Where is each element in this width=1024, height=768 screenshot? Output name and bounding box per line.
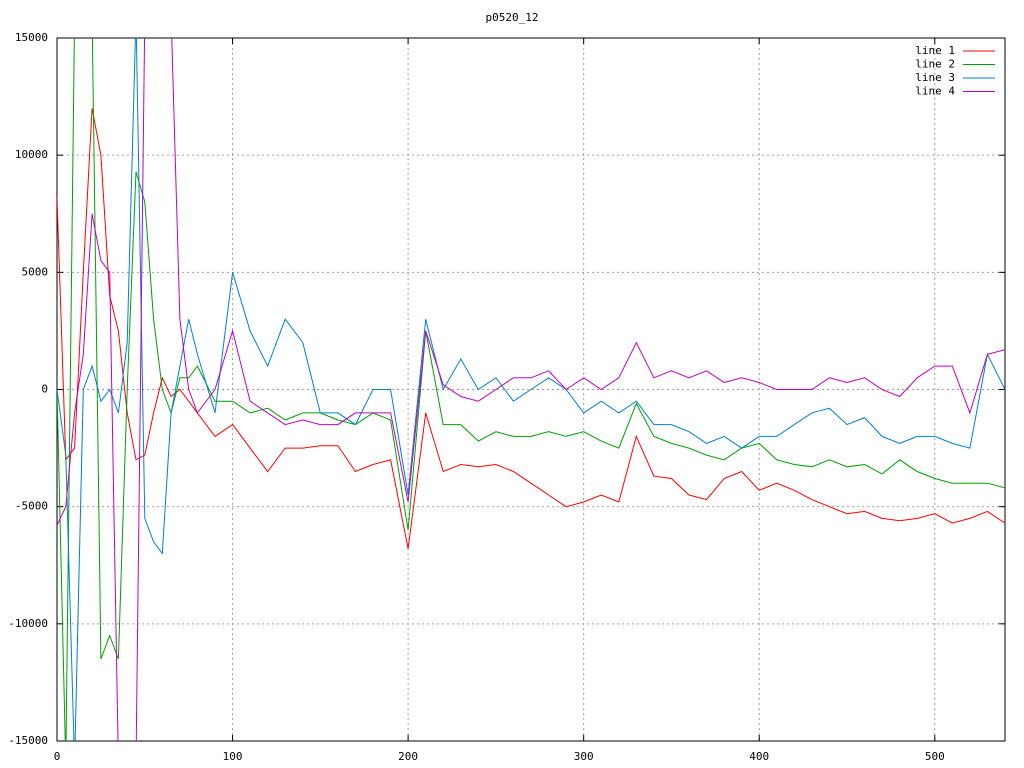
series-line [57,38,1005,741]
chart-title: p0520_12 [486,11,539,24]
legend-label: line 2 [915,58,955,71]
series-line [57,38,1005,741]
legend-label: line 1 [915,44,955,57]
x-tick-label: 0 [54,750,61,763]
x-tick-label: 400 [749,750,769,763]
y-tick-label: 10000 [15,148,48,161]
y-tick-label: 0 [41,383,48,396]
legend-label: line 3 [915,71,955,84]
x-tick-label: 300 [574,750,594,763]
y-tick-label: 15000 [15,31,48,44]
y-tick-label: -5000 [15,500,48,513]
plot-area [57,38,1005,741]
y-tick-label: -10000 [8,617,48,630]
y-tick-label: 5000 [22,265,49,278]
x-tick-label: 500 [925,750,945,763]
legend-label: line 4 [915,85,955,98]
series-line [57,108,1005,549]
x-tick-label: 200 [398,750,418,763]
x-tick-label: 100 [223,750,243,763]
series-line [57,38,1005,741]
y-tick-label: -15000 [8,734,48,747]
